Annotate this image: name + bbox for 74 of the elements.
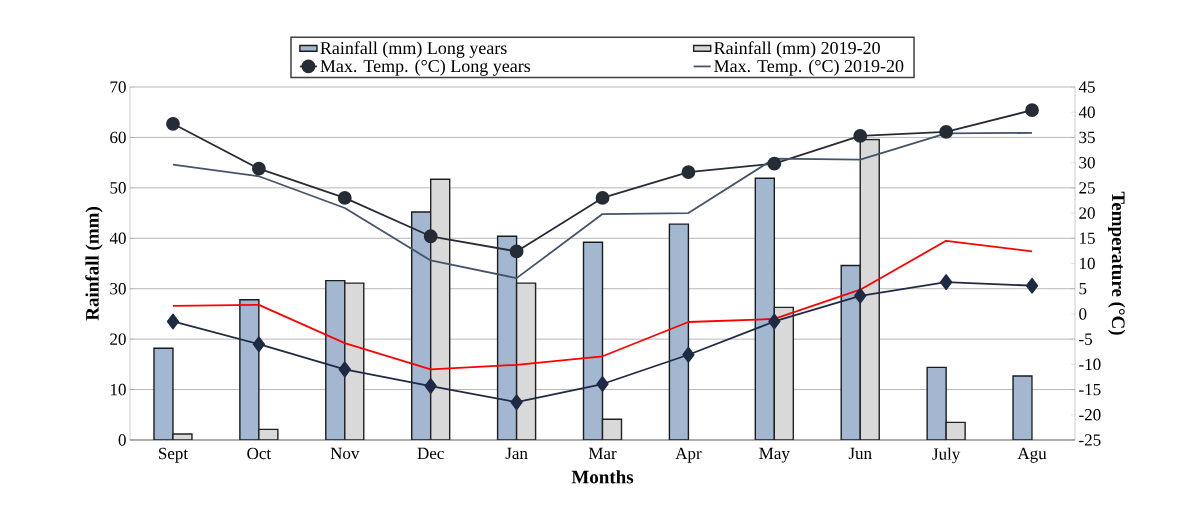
y2-axis-title: Temperature (°C) [1108,191,1126,335]
point [596,376,609,392]
point [509,244,524,259]
point [251,161,266,176]
y2-tick-label: 30 [1079,156,1095,169]
y2-tick-label: 40 [1078,106,1095,118]
line-series [172,239,1033,371]
x-tick-label: Sept [159,447,188,463]
x-tick-label: Apr [675,447,702,463]
bar [754,177,776,440]
x-tick-label: May [759,447,790,463]
bar [325,279,346,440]
point [682,346,695,363]
y2-tick-label: 10 [1080,257,1095,270]
y2-tick-label: -5 [1079,333,1093,345]
bar [344,282,365,440]
bar [840,264,861,440]
point [338,361,351,378]
legend-label: Max. Temp. (°C) 2019-20 [714,59,904,76]
point [939,274,953,291]
point [166,116,180,131]
bar [582,241,604,440]
legend-label: Rainfall (mm) 2019-20 [714,41,880,58]
x-tick-label: Mar [588,447,617,460]
point [252,336,266,353]
x-tick-label: Jun [848,447,872,460]
y-tick-label: 30 [110,282,126,295]
x-tick-label: Oct [247,447,272,460]
y-tick-label: 0 [118,434,126,446]
bar [668,223,690,440]
point [939,124,954,139]
y-axis-title: Rainfall (mm) [85,207,103,321]
point [854,287,867,304]
legend-label: Rainfall (mm) Long years [320,41,507,58]
y-tick-label: 60 [110,131,126,144]
point [423,229,438,244]
y2-tick-label: 35 [1079,131,1095,144]
y2-tick-label: 0 [1079,308,1087,320]
bar [773,306,795,440]
y2-tick-label: -15 [1079,383,1101,396]
bar [859,138,880,440]
x-tick-label: Nov [330,447,360,460]
point [166,313,180,330]
y2-tick-label: 45 [1078,81,1095,93]
point [681,165,696,180]
point [337,191,352,205]
x-tick-label: Agu [1017,447,1047,463]
x-tick-label: Jan [505,447,528,460]
y2-tick-label: 20 [1079,207,1095,219]
y2-tick-label: 15 [1080,232,1095,244]
point [595,191,610,205]
y-tick-label: 40 [109,232,126,245]
x-axis-title: Months [571,470,634,484]
y2-tick-label: -20 [1079,409,1101,421]
point [767,156,782,171]
bar [429,178,451,440]
bar [515,282,537,440]
y-tick-label: 50 [110,182,126,194]
y2-tick-label: 5 [1079,283,1087,295]
x-tick-label: July [932,447,961,464]
y2-tick-label: -25 [1079,434,1101,446]
point [510,394,523,411]
y-tick-label: 20 [110,333,126,345]
point [1025,277,1039,294]
y-tick-label: 10 [110,383,126,396]
point [768,313,781,330]
y2-tick-label: -10 [1079,358,1101,371]
x-tick-label: Dec [417,447,444,460]
point [424,378,437,394]
legend-label: Max. Temp. (°C) Long years [320,59,531,76]
y-tick-label: 70 [110,81,126,93]
y2-tick-label: 25 [1079,182,1095,194]
point [853,129,868,143]
point [1025,103,1039,118]
